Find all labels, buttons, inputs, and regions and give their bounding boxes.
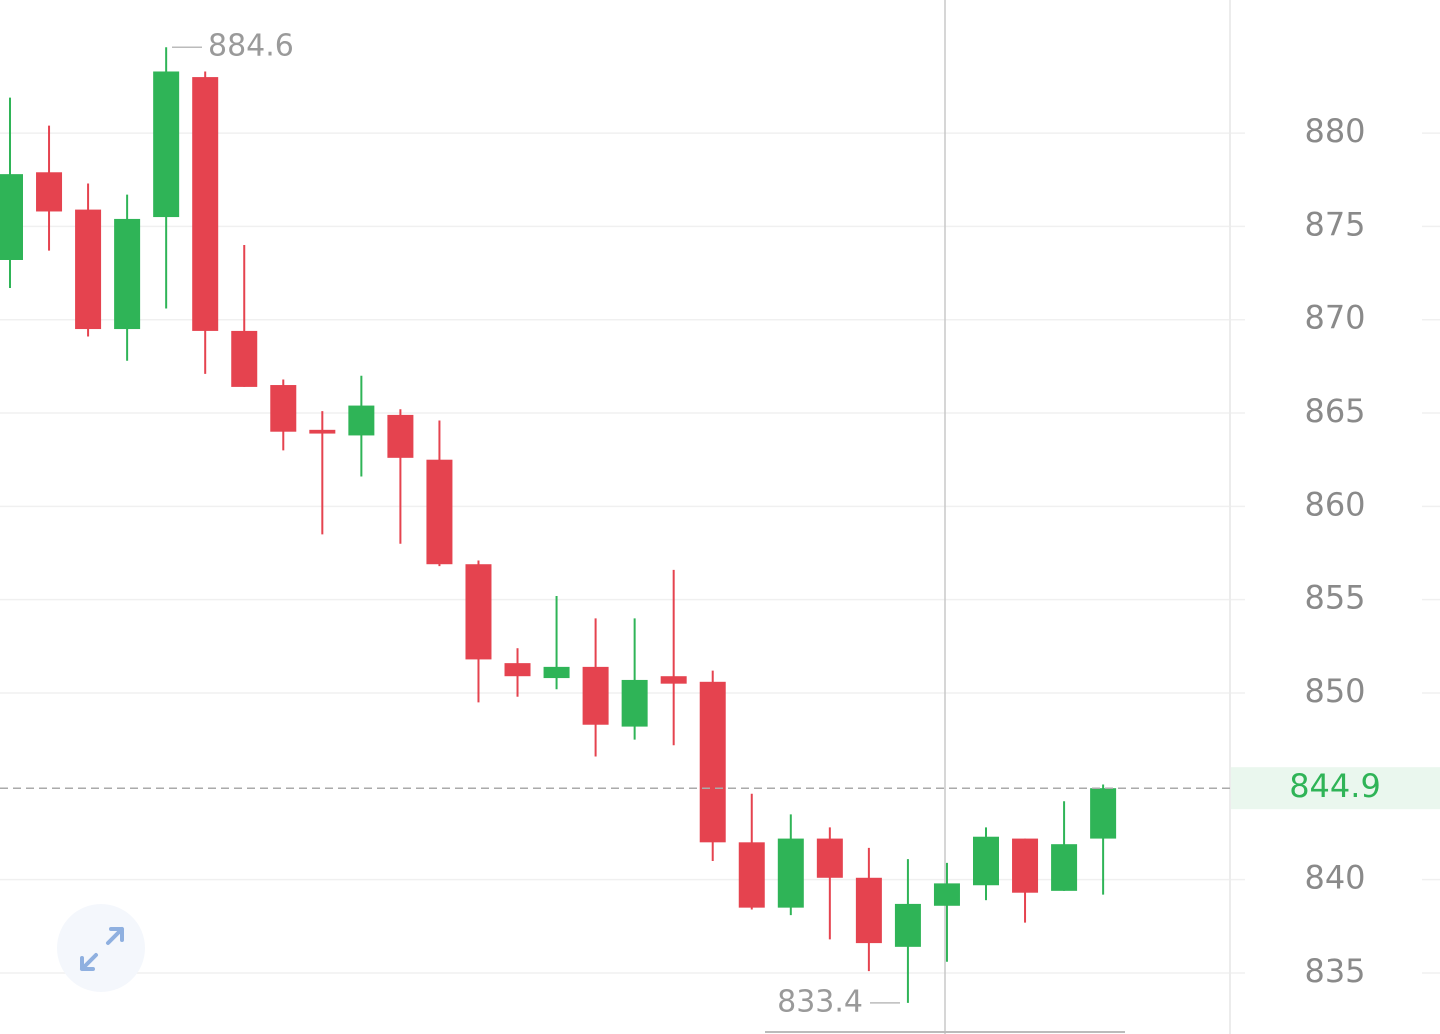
candle-body [855, 877, 882, 944]
min-label: 833.4 [777, 984, 863, 1019]
candle-body [582, 666, 609, 725]
candle-body [933, 883, 960, 906]
y-tick-label: 865 [1304, 392, 1365, 430]
candle-body [699, 681, 726, 843]
y-tick-label: 850 [1304, 672, 1365, 710]
candle-body [465, 564, 492, 660]
candle-body [660, 676, 687, 684]
candle-body [0, 174, 23, 260]
y-tick-label: 835 [1304, 952, 1365, 990]
candle-body [621, 679, 648, 727]
last-price-box [1231, 767, 1440, 810]
y-tick-label: 840 [1304, 859, 1365, 897]
candle-body [816, 838, 843, 878]
y-tick-label: 870 [1304, 299, 1365, 337]
candle-body [973, 836, 999, 886]
candle-body [1051, 844, 1078, 891]
y-tick-label: 855 [1304, 579, 1365, 617]
expand-icon[interactable] [80, 927, 124, 971]
candle-body [153, 71, 180, 218]
expand-bg[interactable] [57, 904, 145, 992]
candle-body [114, 218, 141, 330]
candle-body [738, 842, 765, 908]
candle-body [309, 429, 336, 434]
candle-body [426, 459, 453, 565]
y-tick-label: 860 [1304, 485, 1365, 523]
candle-body [348, 405, 375, 436]
candle-body [192, 77, 219, 331]
candle-body [36, 172, 63, 212]
expand-button[interactable] [57, 904, 145, 992]
candle-body [1090, 788, 1117, 839]
candle-body [231, 330, 258, 387]
candle-body [387, 414, 414, 458]
candle-body [270, 385, 297, 432]
candle-body [75, 209, 102, 330]
candle-body [543, 666, 570, 679]
candle-body [777, 838, 804, 908]
max-label: 884.6 [208, 29, 294, 64]
candle-body [504, 663, 531, 677]
candle-body [894, 903, 921, 947]
y-tick-label: 880 [1304, 112, 1365, 150]
last-price-label: 844.9 [1289, 767, 1381, 805]
candle-body [1012, 838, 1039, 893]
y-tick-label: 875 [1304, 205, 1365, 243]
